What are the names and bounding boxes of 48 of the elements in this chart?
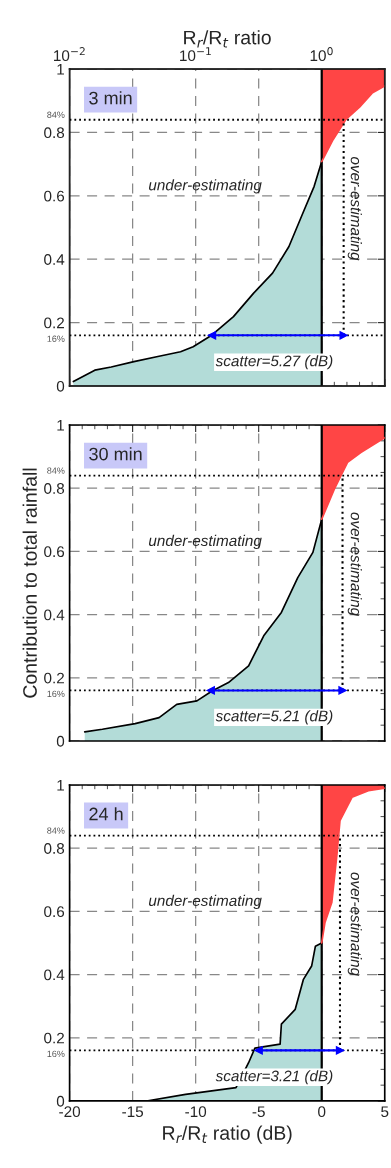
x-tick-label: -20 bbox=[59, 1106, 81, 1118]
x2-axis-title: R$_{r}$/R$_{t}$ ratio bbox=[184, 30, 271, 48]
y-tick-label: 0 bbox=[56, 735, 65, 747]
x2-tick-label: 10$^{0}$ bbox=[310, 47, 333, 62]
annotation: under-estimating bbox=[148, 534, 262, 550]
x-tick-label: 0 bbox=[318, 1106, 326, 1118]
x-tick-label: -15 bbox=[122, 1106, 144, 1118]
x2-tick-label: 10$^{−2}$ bbox=[54, 47, 85, 62]
annotation: scatter=5.21 (dB) bbox=[215, 710, 333, 725]
y-tick-label: 0.4 bbox=[44, 969, 65, 981]
annotation: over-estimating bbox=[347, 512, 362, 616]
y-tick-label: 0.6 bbox=[44, 906, 65, 918]
y-tick-label: 0.2 bbox=[44, 672, 64, 684]
text: 24 h bbox=[89, 807, 123, 821]
y-tick-label: 0.8 bbox=[44, 127, 65, 139]
annotation: over-estimating bbox=[347, 872, 362, 976]
ref-line-label: 84% bbox=[47, 111, 65, 118]
y-tick-label: 0.6 bbox=[44, 190, 65, 202]
x2-tick-label: 10$^{−1}$ bbox=[180, 47, 211, 62]
annotation: scatter=3.21 (dB) bbox=[215, 1070, 333, 1085]
y-tick-label: 0.6 bbox=[44, 546, 65, 558]
y-tick-label: 0.8 bbox=[44, 483, 65, 494]
y-tick-label: 0.2 bbox=[44, 317, 64, 329]
annotation: under-estimating bbox=[148, 179, 262, 194]
text: 30 min bbox=[89, 447, 142, 461]
ref-line-label: 16% bbox=[47, 335, 65, 342]
ref-line-label: 84% bbox=[47, 827, 65, 834]
y-tick-label: 0 bbox=[56, 1095, 65, 1107]
x-tick-label: 5 bbox=[381, 1106, 389, 1118]
y-tick-label: 0.8 bbox=[44, 843, 65, 854]
y-axis-title: Contribution to total rainfall bbox=[22, 468, 37, 698]
annotation: under-estimating bbox=[148, 894, 262, 910]
ref-line-label: 16% bbox=[47, 1050, 65, 1058]
y-tick-label: 1 bbox=[57, 420, 64, 431]
y-tick-label: 0.4 bbox=[44, 609, 65, 621]
y-tick-label: 0.4 bbox=[44, 254, 65, 265]
x-tick-label: -5 bbox=[252, 1106, 265, 1118]
ref-line-label: 16% bbox=[47, 690, 65, 698]
ref-line-label: 84% bbox=[47, 467, 65, 474]
text: 3 min bbox=[89, 91, 132, 105]
y-tick-label: 0 bbox=[56, 380, 65, 392]
x-axis-title: R$_{r}$/R$_{t}$ ratio (dB) bbox=[163, 1125, 292, 1144]
annotation: scatter=5.27 (dB) bbox=[215, 355, 333, 370]
y-tick-label: 0.2 bbox=[44, 1032, 64, 1044]
annotation: over-estimating bbox=[347, 156, 362, 261]
x-tick-label: -10 bbox=[185, 1106, 207, 1118]
y-tick-label: 1 bbox=[57, 64, 64, 75]
y-tick-label: 1 bbox=[57, 780, 64, 791]
